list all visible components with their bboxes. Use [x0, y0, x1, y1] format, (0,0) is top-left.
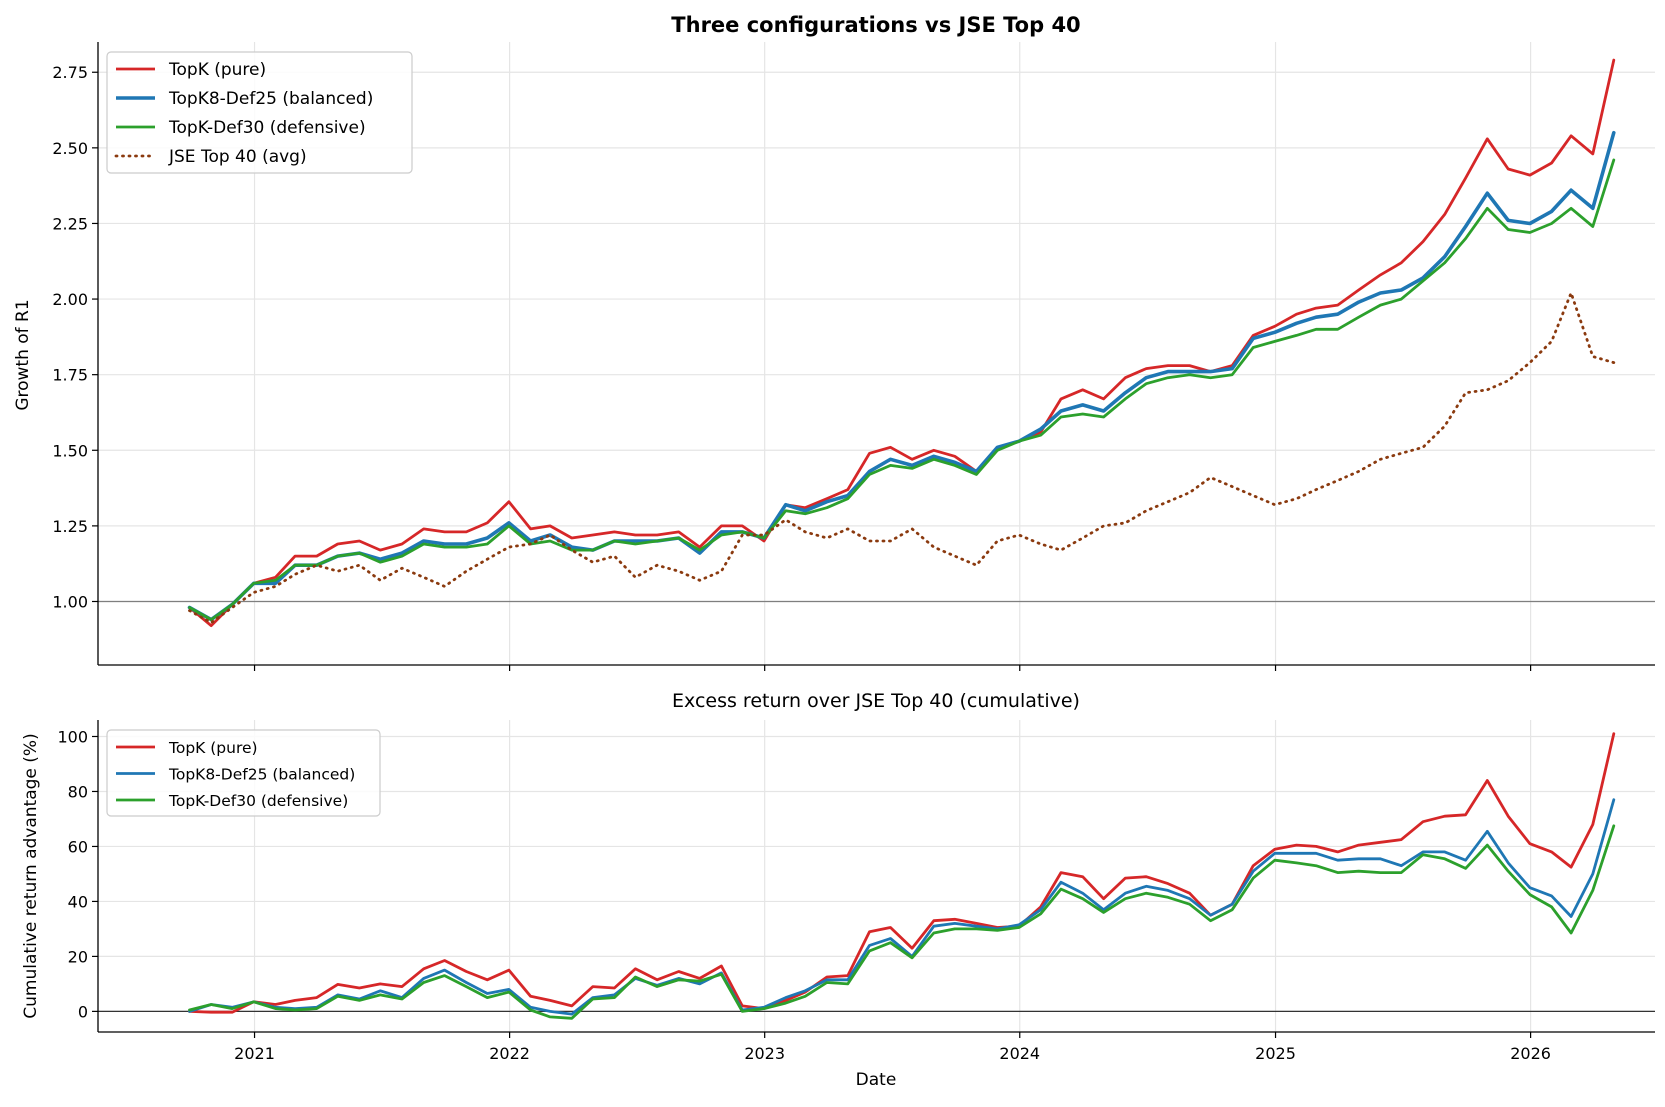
legend-entry: TopK-Def30 (defensive) — [168, 792, 348, 810]
y-tick-label: 2.25 — [52, 214, 88, 233]
legend-frame — [106, 51, 413, 174]
legend-entry: JSE Top 40 (avg) — [168, 147, 307, 167]
series-line-4 — [188, 291, 1616, 625]
bottom-axes — [97, 720, 1655, 1033]
top-gridlines — [98, 42, 1655, 665]
top-y-axis-label: Growth of R1 — [13, 299, 33, 410]
y-tick-label: 1.25 — [52, 517, 88, 536]
top-axes — [97, 42, 1655, 666]
top-y-ticks: 1.00 1.25 1.50 1.75 2.00 2.25 2.50 2.75 — [52, 63, 98, 611]
y-tick-label: 1.00 — [52, 592, 88, 611]
bottom-series-lines — [188, 732, 1616, 1020]
legend-entry: TopK (pure) — [168, 739, 258, 757]
x-axis-label: Date — [856, 1070, 897, 1090]
bottom-x-ticks: 2021 2022 2023 2024 2025 2026 — [234, 1032, 1551, 1063]
top-series-lines — [187, 58, 1616, 628]
series-line-1 — [188, 732, 1616, 1014]
legend-frame — [106, 729, 381, 817]
series-line-3 — [188, 158, 1616, 621]
legend-entry: TopK-Def30 (defensive) — [168, 118, 366, 138]
series-line-3 — [188, 824, 1616, 1020]
x-tick-label: 2022 — [489, 1044, 530, 1063]
series-line-2 — [188, 798, 1616, 1016]
y-tick-label: 1.50 — [52, 441, 88, 460]
bottom-chart-title: Excess return over JSE Top 40 (cumulativ… — [672, 690, 1080, 712]
legend-entry: TopK8-Def25 (balanced) — [168, 89, 373, 109]
y-tick-label: 1.75 — [52, 366, 88, 385]
y-tick-label: 20 — [68, 947, 88, 966]
panel-excess: 0 20 40 60 80 100 2021 2022 2023 2024 2025 2026 Ex… — [21, 690, 1655, 1090]
y-tick-label: 2.75 — [52, 63, 88, 82]
series-line-2 — [187, 130, 1616, 622]
x-tick-label: 2025 — [1255, 1044, 1296, 1063]
bottom-y-ticks: 0 20 40 60 80 100 — [57, 727, 98, 1021]
legend-entry: TopK8-Def25 (balanced) — [168, 766, 355, 784]
y-tick-label: 2.50 — [52, 139, 88, 158]
legend-entry: TopK (pure) — [168, 60, 266, 80]
x-tick-label: 2026 — [1510, 1044, 1551, 1063]
y-tick-label: 2.00 — [52, 290, 88, 309]
series-line-1 — [188, 58, 1616, 628]
y-tick-label: 0 — [78, 1002, 88, 1021]
x-tick-label: 2021 — [234, 1044, 275, 1063]
top-legend: TopK (pure) TopK8-Def25 (balanced) TopK-De… — [106, 51, 413, 174]
top-x-ticks — [253, 665, 1532, 671]
y-tick-label: 60 — [68, 837, 88, 856]
bottom-legend: TopK (pure) TopK8-Def25 (balanced) TopK-De… — [106, 729, 381, 817]
x-tick-label: 2023 — [744, 1044, 785, 1063]
panel-growth: 1.00 1.25 1.50 1.75 2.00 2.25 2.50 2.75 Three c… — [13, 13, 1655, 671]
x-tick-label: 2024 — [999, 1044, 1040, 1063]
y-tick-label: 100 — [57, 727, 88, 746]
bottom-y-axis-label: Cumulative return advantage (%) — [21, 733, 41, 1018]
y-tick-label: 40 — [68, 892, 88, 911]
y-tick-label: 80 — [68, 782, 88, 801]
top-chart-title: Three configurations vs JSE Top 40 — [671, 13, 1080, 37]
